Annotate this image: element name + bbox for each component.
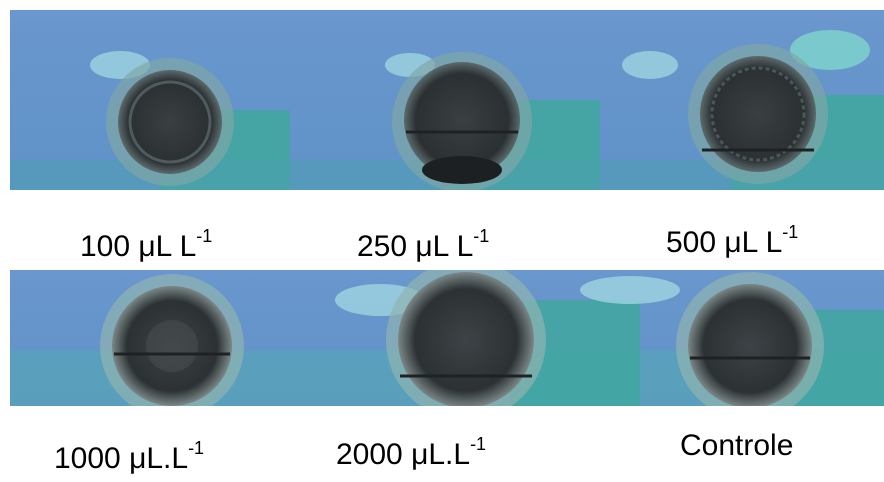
petri-dish-control: [676, 272, 824, 406]
caption-control: Controle: [680, 429, 794, 462]
caption-100: 100 μL L-1: [80, 226, 213, 263]
petri-dish-250: [392, 52, 532, 190]
petri-dish-1000: [100, 274, 244, 406]
caption-500: 500 μL L-1: [666, 222, 799, 259]
photo-strip-bottom: [10, 270, 884, 406]
caption-250: 250 μL L-1: [357, 226, 490, 263]
caption-1000: 1000 μL.L-1: [54, 438, 205, 475]
petri-dishes-bottom-row: [10, 270, 884, 406]
petri-dishes-top-row: [10, 30, 884, 190]
photo-strip-top: [10, 10, 884, 190]
petri-dish-500: [688, 44, 828, 184]
petri-dish-100: [106, 58, 234, 186]
petri-dish-2000: [386, 270, 546, 406]
caption-2000: 2000 μL.L-1: [336, 434, 487, 471]
